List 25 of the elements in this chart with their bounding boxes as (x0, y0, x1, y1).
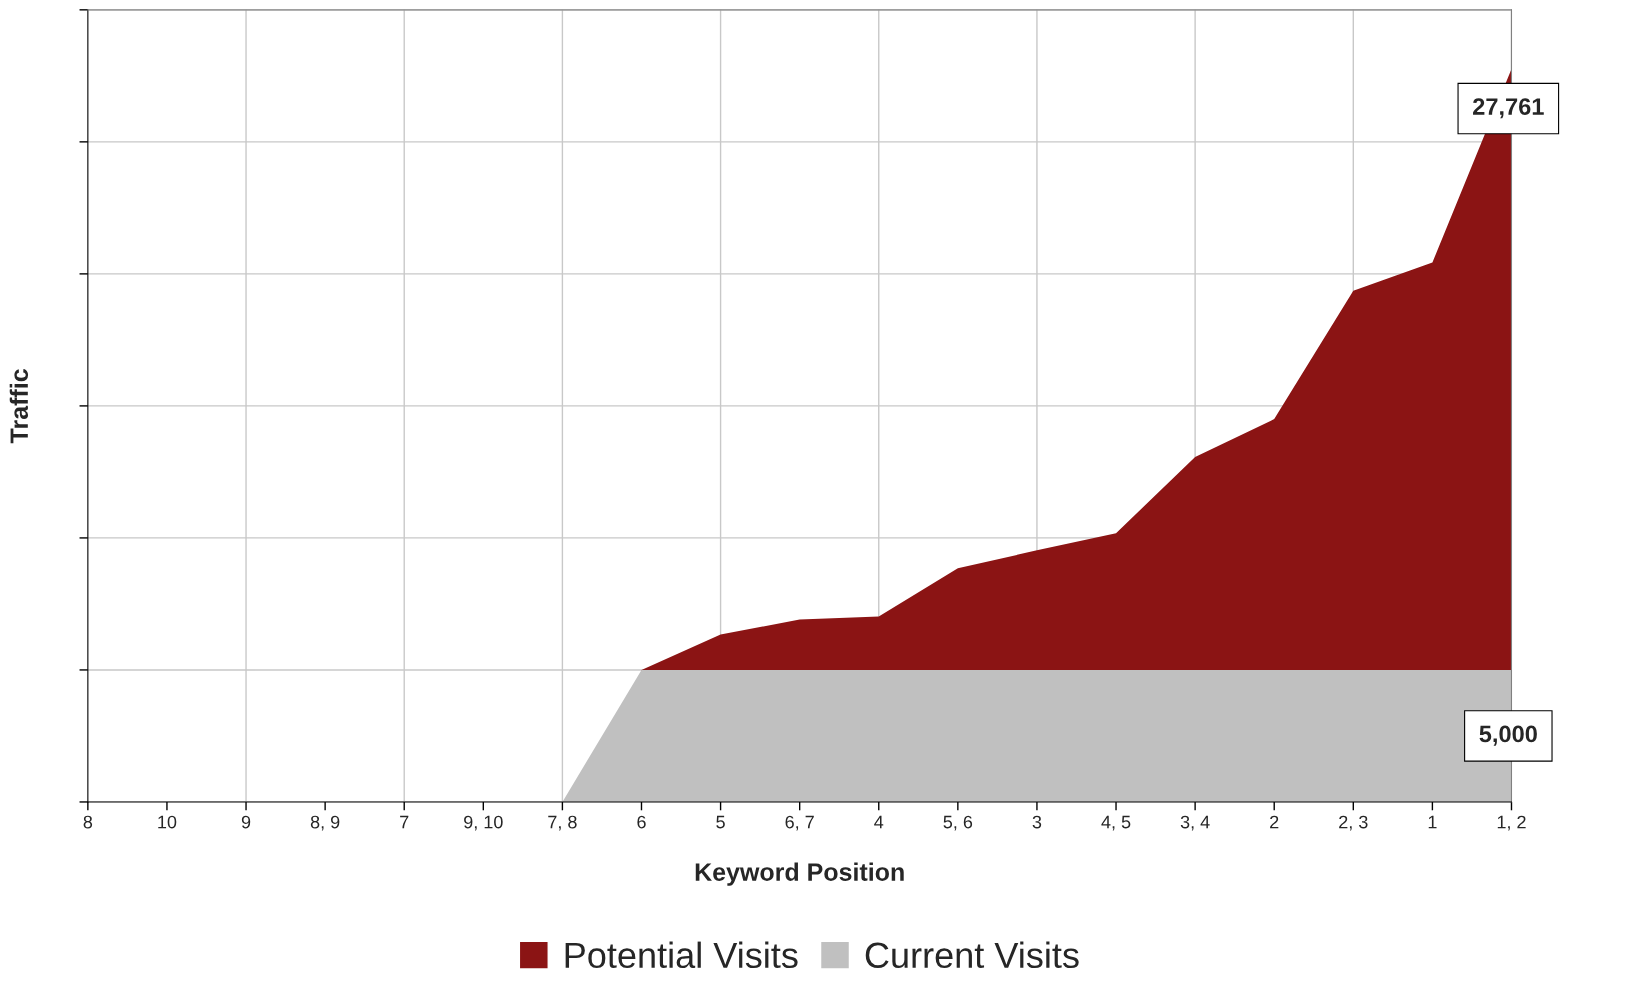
x-tick-label: 4 (874, 815, 884, 829)
x-tick-label: 3, 4 (1180, 815, 1210, 831)
x-tick-label: 7 (400, 815, 409, 829)
x-tick-label: 9, 10 (464, 815, 503, 831)
x-tick-label: 4, 5 (1101, 815, 1131, 831)
x-tick-label: 5, 6 (943, 815, 973, 831)
legend-label: Potential Visits (565, 941, 798, 969)
x-tick-label: 2 (1270, 815, 1279, 829)
x-tick-label: 3 (1032, 815, 1042, 829)
x-tick-label: 10 (158, 815, 177, 829)
y-axis-title: Traffic (9, 369, 29, 444)
legend-label: Current Visits (865, 941, 1079, 969)
x-tick-label: 1 (1428, 815, 1437, 829)
data-label: 27,761 (1473, 98, 1544, 119)
x-tick-label: 6 (637, 815, 646, 829)
x-tick-label: 5 (716, 815, 725, 829)
x-tick-label: 8 (83, 815, 93, 829)
x-tick-label: 1, 2 (1497, 815, 1526, 831)
x-tick-label: 8, 9 (310, 815, 340, 831)
x-tick-label: 2, 3 (1339, 815, 1368, 831)
x-axis-title: Keyword Position (695, 862, 904, 886)
x-tick-label: 9 (241, 815, 251, 829)
x-tick-label: 6, 7 (785, 815, 814, 831)
x-tick-label: 7, 8 (548, 815, 577, 831)
data-label: 5,000 (1479, 725, 1537, 746)
